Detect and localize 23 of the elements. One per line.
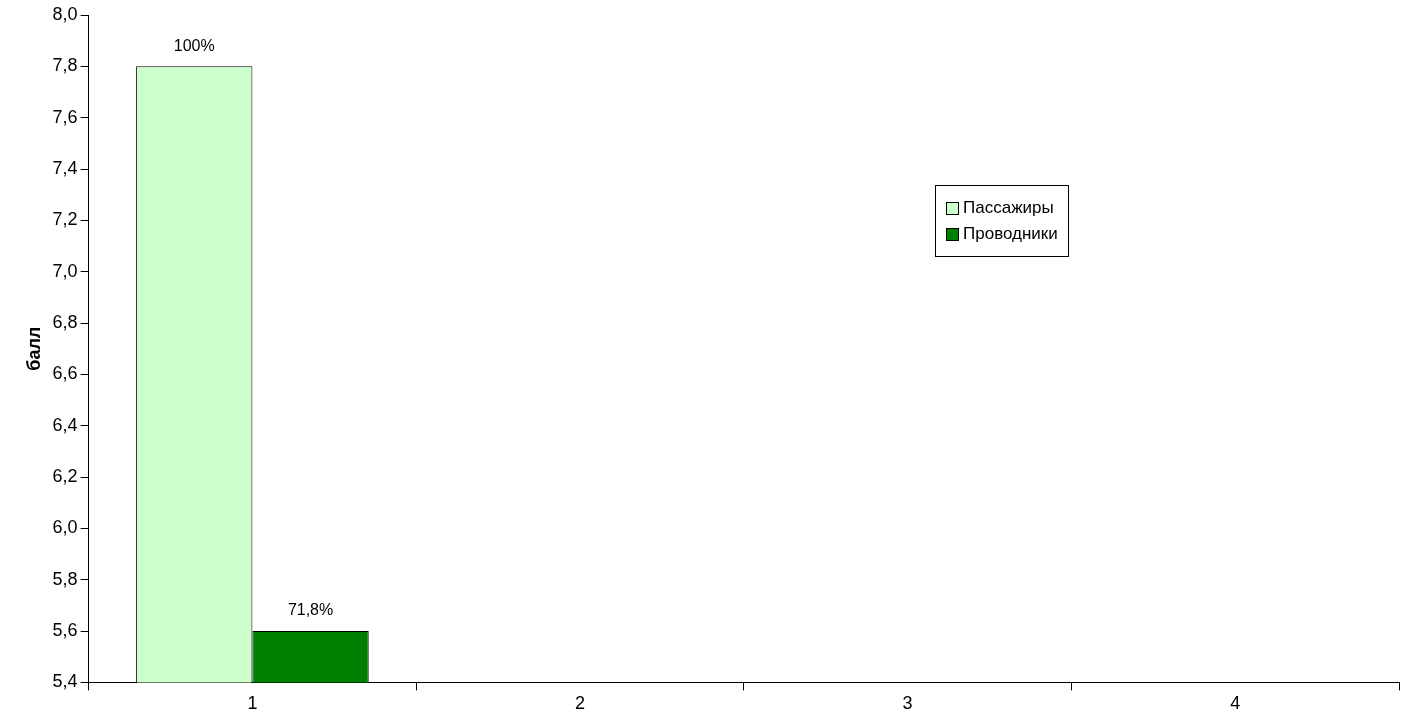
y-tick-label: 5,6 — [52, 620, 78, 641]
y-tick-label: 6,8 — [52, 312, 78, 332]
x-tick-label: 3 — [902, 693, 913, 714]
y-tick-label: 6,4 — [52, 414, 78, 435]
y-tick-label: 7,0 — [52, 260, 78, 281]
y-tick-label: 6,2 — [52, 466, 78, 487]
y-tick-label: 7,4 — [52, 157, 78, 178]
legend-label: Проводники — [963, 224, 1058, 244]
y-tick-label: 7,2 — [52, 209, 78, 230]
x-tick-label: 1 — [247, 693, 258, 714]
y-tick-label: 7,8 — [52, 55, 78, 76]
x-tick-label: 2 — [575, 693, 586, 714]
y-tick-label: 5,8 — [52, 568, 78, 589]
annotation: 71,8% — [287, 601, 334, 619]
y-tick-label: 7,6 — [52, 106, 78, 127]
x-tick-label: 4 — [1230, 693, 1241, 714]
y-tick-label: 5,4 — [52, 671, 78, 692]
y-tick-label: 8,0 — [52, 3, 78, 24]
y-tick-label: 6,6 — [52, 363, 78, 384]
annotation: 100% — [173, 36, 215, 54]
legend-label: Пассажиры — [963, 198, 1054, 218]
y-tick-label: 6,0 — [52, 517, 78, 538]
y-axis-title: балл — [23, 326, 44, 371]
